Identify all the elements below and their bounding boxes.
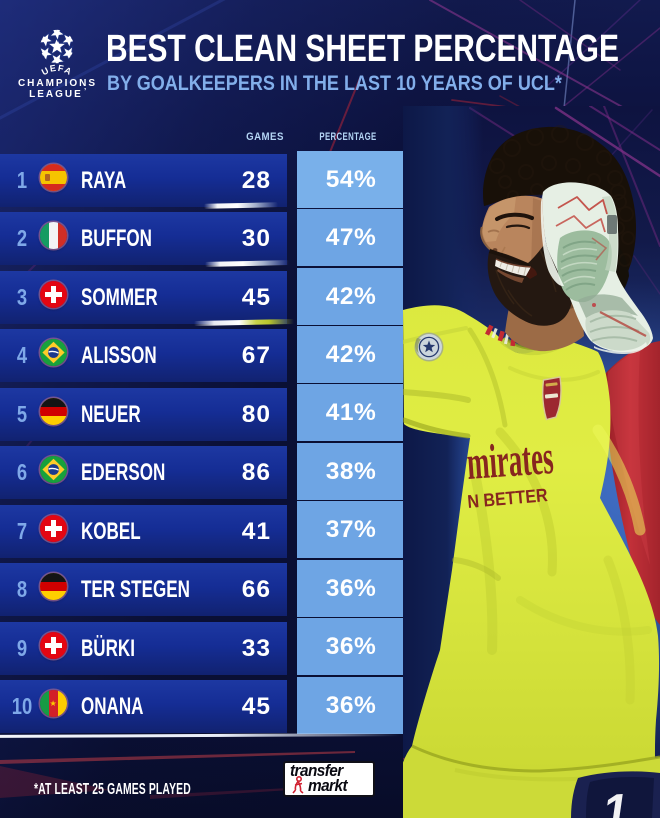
svg-text:mirates: mirates (465, 431, 555, 490)
svg-text:CHAMPIONS: CHAMPIONS (18, 78, 97, 89)
svg-text:LEAGUE: LEAGUE (29, 89, 83, 100)
svg-text:UEFA: UEFA (40, 63, 74, 77)
svg-text:1: 1 (601, 784, 629, 818)
svg-text:’: ’ (84, 87, 86, 96)
